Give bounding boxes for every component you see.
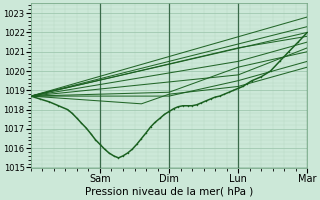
X-axis label: Pression niveau de la mer( hPa ): Pression niveau de la mer( hPa ) bbox=[85, 187, 253, 197]
